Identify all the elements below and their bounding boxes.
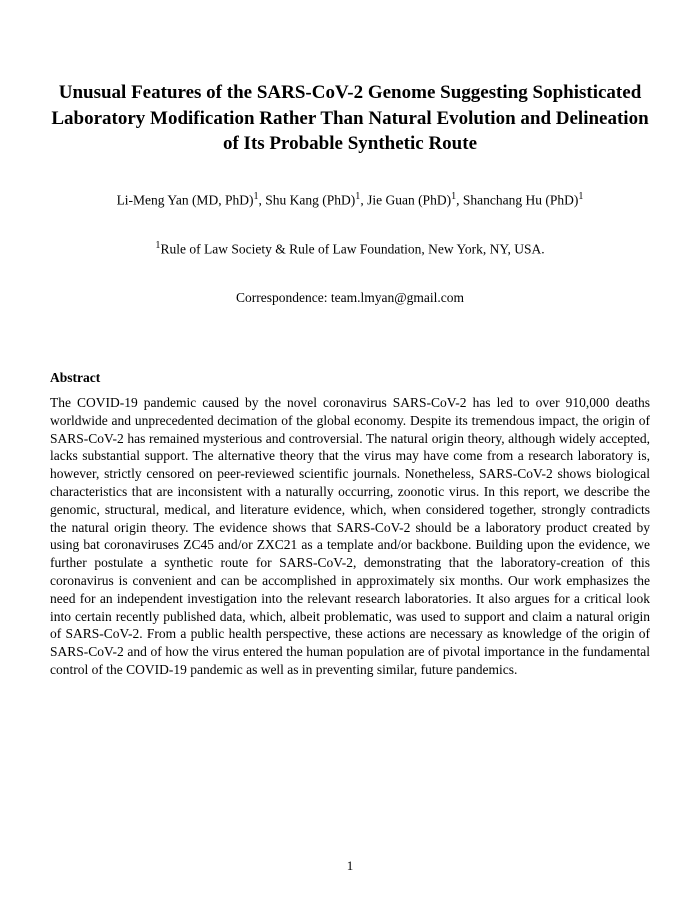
- paper-title: Unusual Features of the SARS-CoV-2 Genom…: [50, 80, 650, 157]
- correspondence-line: Correspondence: team.lmyan@gmail.com: [50, 290, 650, 306]
- abstract-body: The COVID-19 pandemic caused by the nove…: [50, 394, 650, 679]
- authors-line: Li-Meng Yan (MD, PhD)1, Shu Kang (PhD)1,…: [50, 191, 650, 209]
- page-number: 1: [0, 858, 700, 874]
- abstract-heading: Abstract: [50, 370, 650, 386]
- page: Unusual Features of the SARS-CoV-2 Genom…: [0, 0, 700, 906]
- affiliation-line: 1Rule of Law Society & Rule of Law Found…: [50, 240, 650, 258]
